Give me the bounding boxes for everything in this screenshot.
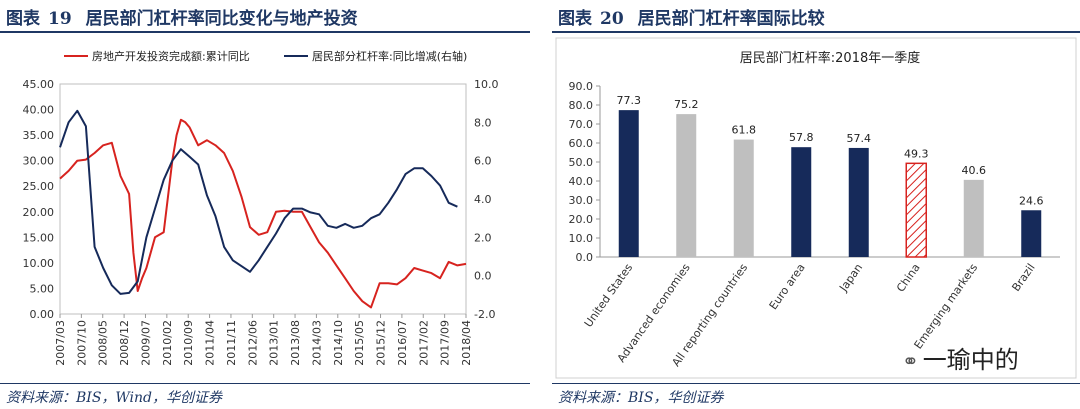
x-tick-label: 2012/06 [246,320,259,366]
right-panel: 图表 20 居民部门杠杆率国际比较 居民部门杠杆率:2018年一季度 0.0 10.0 2… [552,0,1080,409]
bar [848,147,869,257]
line-chart: 0.00 5.00 10.00 15.00 20.00 25.00 30.00 35.00 40… [23,49,499,366]
leverage-change-line [59,109,458,295]
x-tick-label: 2013/08 [289,320,302,366]
category-label: Brazil [1009,261,1037,294]
plot-frame [59,83,467,315]
y-left-tick-label: 5.00 [30,282,55,295]
y-tick-label: 80.0 [569,99,594,112]
y-right-tick-label: 0.0 [474,270,492,283]
x-tick-label: 2010/09 [182,320,195,366]
y-tick-label: 0.0 [576,251,594,264]
y-left-tick-label: 40.00 [23,104,55,117]
bar-value-label: 75.2 [674,98,699,111]
left-panel-heading: 居民部门杠杆率同比变化与地产投资 [85,9,358,29]
bar-value-label: 24.6 [1019,194,1044,207]
left-source: 资料来源：BIS，Wind，华创证券 [6,390,223,406]
legend-label-leverage: 居民部分杠杆率:同比增减(右轴) [312,49,467,63]
y-left-tick-label: 20.00 [23,206,55,219]
bar [733,139,754,257]
category-label: Euro area [767,261,808,312]
left-title-rule [0,31,530,33]
x-tick-label: 2016/07 [396,320,409,366]
x-tick-label: 2018/04 [460,320,473,366]
left-panel-number: 19 [48,9,72,29]
x-tick-label: 2017/09 [439,320,452,366]
watermark-text: 一瑜中的 [922,346,1019,374]
x-tick-label: 2014/03 [310,320,323,366]
y-tick-label: 20.0 [569,213,594,226]
x-tick-label: 2015/12 [375,320,388,366]
y-left-tick-label: 15.00 [23,231,55,244]
category-label: Japan [836,261,865,294]
right-panel-title: 图表 20 居民部门杠杆率国际比较 [558,4,825,29]
watermark: ⚭ 一瑜中的 [902,340,1019,375]
y-tick-label: 90.0 [569,80,594,93]
y-left-tick-label: 10.00 [23,257,55,270]
right-title-rule [552,31,1080,33]
legend-label-investment: 房地产开发投资完成额:累计同比 [92,49,250,63]
x-tick-label: 2017/02 [417,320,430,366]
bar [618,110,639,257]
right-source-rule [552,383,1080,384]
bar [791,147,812,257]
left-panel-title: 图表 19 居民部门杠杆率同比变化与地产投资 [6,4,358,29]
left-panel: 图表 19 居民部门杠杆率同比变化与地产投资 0.00 5.00 10.00 15.00 2… [0,0,530,409]
x-tick-label: 2014/10 [332,320,345,366]
x-tick-label: 2010/02 [161,320,174,366]
bar [1021,210,1042,257]
x-tick-label: 2008/05 [97,320,110,366]
bar [905,162,927,258]
category-label: United States [582,261,636,330]
bar-chart-title: 居民部门杠杆率:2018年一季度 [740,50,920,66]
y-right-tick-label: 6.0 [474,155,492,168]
wechat-icon: ⚭ [902,349,919,373]
x-tick-label: 2009/07 [139,320,152,366]
y-left-tick-label: 45.00 [23,78,55,91]
category-label: China [894,261,923,294]
bar [963,179,984,257]
right-panel-number: 20 [600,9,624,29]
left-source-rule [0,383,530,384]
right-source: 资料来源：BIS，华创证券 [558,390,724,406]
left-panel-label: 图表 [6,9,40,29]
x-tick-label: 2013/01 [268,320,281,366]
bar-chart: 居民部门杠杆率:2018年一季度 0.0 10.0 20.0 30.0 40.0 50.0 6… [555,37,1077,379]
y-right-tick-label: 8.0 [474,116,492,129]
bar-value-label: 61.8 [732,124,757,137]
y-tick-label: 70.0 [569,118,594,131]
y-left-tick-label: 0.00 [30,308,55,321]
category-label: Emerging markets [912,261,981,351]
y-tick-label: 10.0 [569,232,594,245]
bar-value-label: 77.3 [617,94,642,107]
right-panel-heading: 居民部门杠杆率国际比较 [637,9,825,29]
y-left-tick-label: 25.00 [23,180,55,193]
y-right-tick-label: 10.0 [474,78,499,91]
y-right-tick-label: 4.0 [474,193,492,206]
y-tick-label: 60.0 [569,137,594,150]
y-left-tick-label: 30.00 [23,155,55,168]
bar-value-label: 57.8 [789,131,814,144]
x-tick-label: 2011/11 [225,320,238,366]
bar-chart-frame [555,37,1077,379]
bar-value-label: 57.4 [847,132,872,145]
x-tick-label: 2007/03 [54,320,67,366]
y-right-tick-label: 2.0 [474,231,492,244]
bar-value-label: 49.3 [904,147,929,160]
x-tick-label: 2007/10 [75,320,88,366]
y-right-tick-label: -2.0 [474,308,495,321]
right-panel-label: 图表 [558,9,592,29]
x-tick-label: 2015/05 [353,320,366,366]
x-tick-label: 2011/04 [204,320,217,366]
y-left-tick-label: 35.00 [23,129,55,142]
x-tick-label: 2008/12 [118,320,131,366]
y-tick-label: 40.0 [569,175,594,188]
bar [676,114,697,258]
investment-growth-line [59,118,467,309]
bar-value-label: 40.6 [962,164,987,177]
y-tick-label: 50.0 [569,156,594,169]
y-tick-label: 30.0 [569,194,594,207]
